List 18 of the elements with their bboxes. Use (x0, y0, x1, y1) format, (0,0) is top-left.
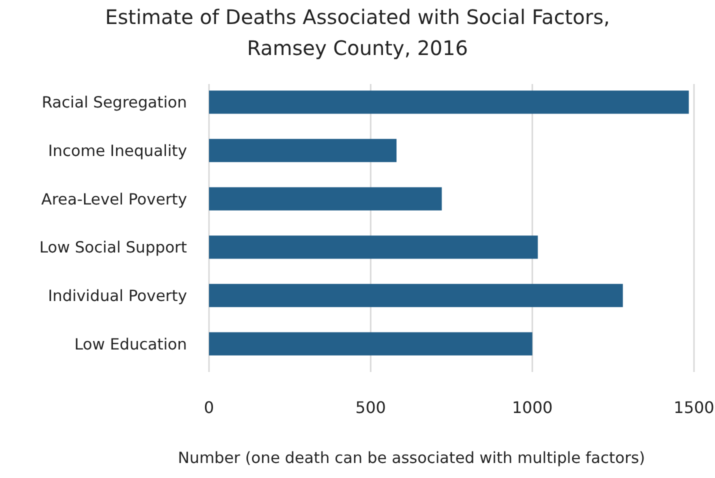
x-tick-label: 0 (204, 398, 214, 417)
bar (209, 187, 442, 210)
x-axis-title: Number (one death can be associated with multiple factors) (178, 449, 646, 467)
y-tick-label: Individual Poverty (48, 286, 187, 305)
bar (209, 332, 532, 356)
bar (209, 138, 397, 162)
bar (209, 284, 623, 308)
bar (209, 90, 689, 114)
y-tick-label: Income Inequality (48, 142, 187, 160)
y-tick-label: Low Education (74, 335, 187, 354)
chart-title: Estimate of Deaths Associated with Social Factors, Ramsey County, 2016 (105, 5, 610, 60)
bar (209, 236, 538, 259)
x-tick-label: 1000 (512, 398, 553, 417)
x-tick-label: 1500 (674, 398, 714, 417)
y-tick-label: Area-Level Poverty (41, 190, 187, 208)
y-tick-label: Racial Segregation (42, 94, 187, 112)
x-tick-label: 500 (355, 398, 386, 417)
y-tick-label: Low Social Support (39, 238, 187, 257)
